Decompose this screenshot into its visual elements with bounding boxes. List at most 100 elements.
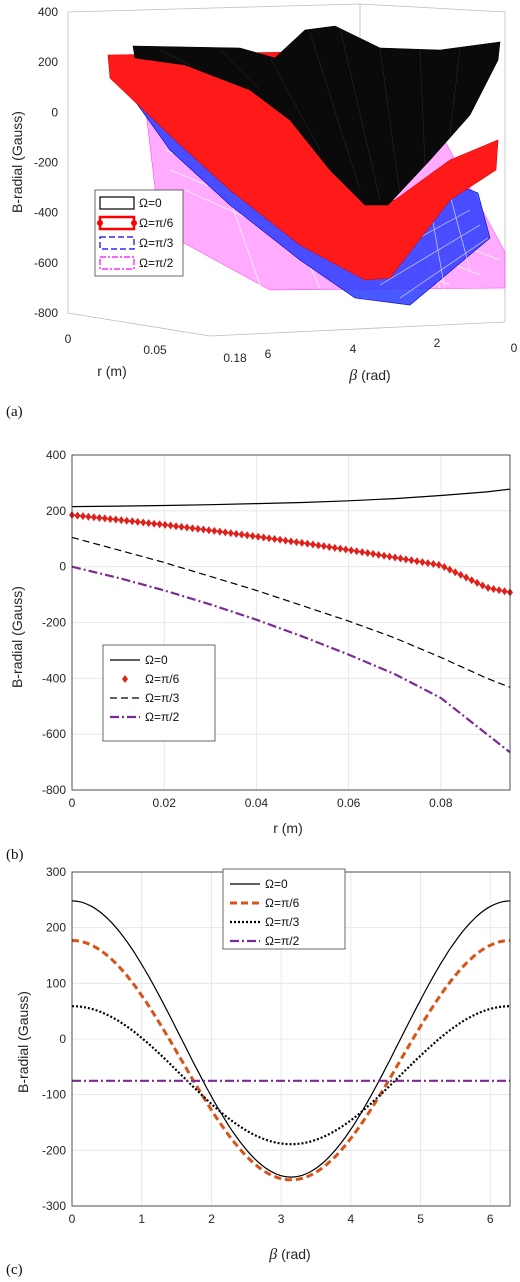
series-marker (298, 538, 305, 547)
series-marker (424, 559, 431, 568)
y-tick-label: -200 (42, 616, 66, 630)
series-marker (474, 578, 481, 587)
series-marker (107, 514, 114, 523)
y-tick-label: 200 (46, 504, 66, 518)
series-marker (145, 519, 152, 528)
series-marker (233, 529, 240, 538)
legend-swatch (99, 196, 135, 210)
beta-axis-label: β (rad) (348, 367, 390, 384)
legend-label: Ω=π/6 (265, 896, 300, 910)
series-marker (151, 519, 158, 528)
y-tick-label: 0 (59, 1032, 66, 1046)
series-marker (74, 511, 81, 520)
series-marker (413, 557, 420, 566)
surface-3d-chart: 400 200 0 -200 -400 -600 -800 0 0.05 0.18 6 4 2 0 B… (9, 3, 518, 384)
beta-tick-label: 6 (265, 347, 272, 361)
series-marker (96, 513, 103, 522)
y-tick-label: -600 (42, 727, 66, 741)
beta-tick-label: 2 (434, 336, 441, 350)
z-tick-label: -200 (34, 156, 58, 170)
series-marker (452, 568, 459, 577)
legend-swatch (99, 256, 135, 270)
series-marker (222, 528, 229, 537)
series-marker (244, 531, 251, 540)
series-marker (326, 542, 333, 551)
legend-label: Ω=π/6 (139, 216, 174, 230)
x-tick-label: 4 (348, 1212, 355, 1226)
series-marker (441, 562, 448, 571)
series-marker (255, 532, 262, 541)
series-marker (430, 560, 437, 569)
series-marker (123, 516, 130, 525)
series-marker (85, 512, 92, 521)
series (69, 488, 513, 754)
r-axis-ticks: 0 0.05 0.18 (65, 332, 247, 365)
series-marker (353, 547, 360, 556)
x-axis-label: β (rad) (268, 1246, 310, 1263)
y-tick-label: -800 (42, 783, 66, 797)
series-marker (156, 520, 163, 529)
y-tick-label: -300 (42, 1199, 66, 1213)
series-marker (260, 533, 267, 542)
legend-label: Ω=π/2 (265, 934, 300, 948)
series-marker (370, 549, 377, 558)
series-marker (446, 565, 453, 574)
series-marker (331, 543, 338, 552)
series (71, 900, 511, 1182)
series-marker (479, 581, 486, 590)
legend-label: Ω=0 (265, 877, 288, 891)
x-tick-label: 0.08 (429, 796, 453, 810)
series-marker (386, 552, 393, 561)
series-marker (129, 517, 136, 526)
z-axis-label: B-radial (Gauss) (9, 111, 25, 213)
series-marker (392, 553, 399, 562)
series-marker (249, 532, 256, 541)
series-marker (435, 560, 442, 569)
series-line (71, 565, 511, 754)
series-marker (178, 522, 185, 531)
z-axis-ticks: 400 200 0 -200 -400 -600 -800 (34, 5, 58, 320)
legend-label: Ω=π/3 (145, 691, 180, 705)
y-tick-label: -100 (42, 1088, 66, 1102)
series-marker (342, 545, 349, 554)
x-tick-label: 0.06 (337, 796, 361, 810)
panel-label-c: (c) (6, 1262, 23, 1278)
line-chart-r: 0 0.02 0.04 0.06 0.08 400 200 0 -200 -400 -600 -800… (9, 448, 513, 836)
series-line (71, 488, 511, 508)
x-tick-label: 2 (208, 1212, 215, 1226)
legend-label: Ω=π/6 (145, 672, 180, 686)
series-marker (501, 587, 508, 596)
z-tick-label: 200 (38, 55, 58, 69)
series-marker (304, 539, 311, 548)
series-marker (101, 514, 108, 523)
series-marker (90, 513, 97, 522)
series-marker (205, 526, 212, 535)
y-tick-label: 200 (46, 921, 66, 935)
series-line (71, 1005, 511, 1146)
x-tick-label: 0 (69, 796, 76, 810)
legend-label: Ω=π/2 (139, 256, 174, 270)
series-marker (490, 584, 497, 593)
y-tick-label: -200 (42, 1143, 66, 1157)
y-tick-label: -400 (42, 671, 66, 685)
r-tick-label: 0 (65, 332, 72, 346)
series-marker (134, 517, 141, 526)
series-marker (309, 540, 316, 549)
y-axis-label: B-radial (Gauss) (9, 586, 25, 688)
x-tick-label: 0 (69, 1212, 76, 1226)
series-marker (288, 537, 294, 546)
plot-frame (71, 454, 511, 791)
series-marker (216, 527, 223, 536)
legend: Ω=0 Ω=π/6 Ω=π/3 Ω=π/2 (102, 644, 216, 742)
legend-label: Ω=0 (139, 196, 162, 210)
x-tick-label: 6 (487, 1212, 494, 1226)
series-marker (200, 525, 207, 534)
series-marker (485, 583, 492, 592)
legend-label: Ω=π/3 (265, 915, 300, 929)
series-marker (408, 556, 415, 565)
x-tick-label: 0.04 (245, 796, 269, 810)
legend-marker (122, 675, 128, 683)
series-marker (468, 576, 475, 585)
surface-omega-0 (132, 25, 501, 206)
line-chart-beta: 0 1 2 3 4 5 6 300 200 100 0 -100 -200 -300 B-radial (… (15, 866, 511, 1263)
